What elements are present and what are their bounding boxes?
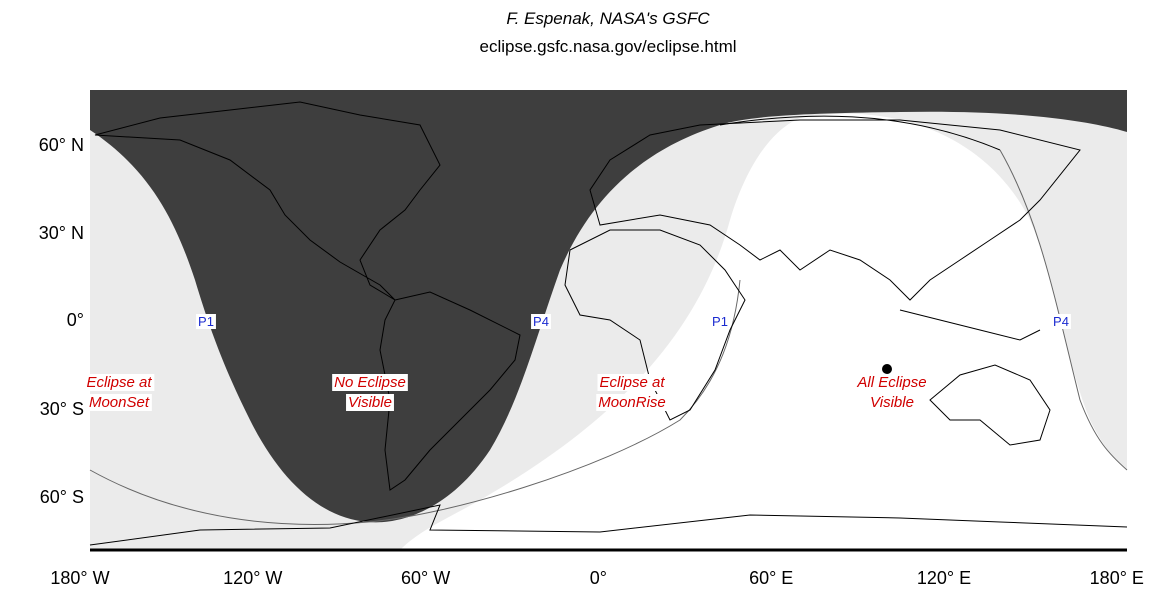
boundary-curve	[89, 279, 741, 525]
header-url: eclipse.gsfc.nasa.gov/eclipse.html	[479, 37, 736, 56]
latitude-label: 60° S	[40, 487, 84, 507]
longitude-label: 180° E	[1090, 568, 1144, 588]
latitude-label: 30° N	[39, 223, 84, 243]
label-background	[1051, 314, 1071, 329]
region-label: Eclipse at	[599, 374, 665, 391]
label-background	[531, 314, 551, 329]
label-background	[86, 394, 152, 411]
label-background	[597, 374, 668, 391]
longitude-labels: 180° W 120° W 60° W 0° 60° E 120° E 180° E	[50, 568, 1144, 588]
latitude-label: 0°	[67, 310, 84, 330]
contact-label: P1	[198, 314, 214, 329]
label-background	[868, 394, 916, 411]
region-label: MoonSet	[89, 394, 150, 411]
header-author: F. Espenak, NASA's GSFC	[506, 9, 710, 28]
contact-label: P4	[1053, 314, 1069, 329]
longitude-label: 60° E	[749, 568, 793, 588]
latitude-label: 30° S	[40, 399, 84, 419]
longitude-label: 180° W	[50, 568, 109, 588]
region-label: All Eclipse	[856, 374, 926, 391]
no-eclipse-area	[90, 90, 1127, 523]
label-background	[346, 394, 394, 411]
region-label: Visible	[348, 394, 392, 411]
region-labels: Eclipse at MoonSet No Eclipse Visible Eclips…	[84, 374, 929, 411]
label-background	[596, 394, 668, 411]
region-label: Visible	[870, 394, 914, 411]
coastlines	[89, 101, 1128, 546]
region-label: No Eclipse	[334, 374, 406, 391]
longitude-label: 120° W	[223, 568, 282, 588]
label-background	[332, 374, 408, 391]
greatest-eclipse-marker	[882, 364, 892, 374]
longitude-label: 120° E	[917, 568, 971, 588]
total-visibility-area	[400, 113, 1127, 550]
contact-labels: P1 P4 P1 P4	[196, 314, 1071, 329]
latitude-label: 60° N	[39, 135, 84, 155]
label-background	[196, 314, 216, 329]
contact-label: P1	[712, 314, 728, 329]
longitude-label: 60° W	[401, 568, 450, 588]
longitude-label: 0°	[590, 568, 607, 588]
map: P1 P4 P1 P4 Eclipse at MoonSet No Eclipse Visi…	[84, 90, 1128, 552]
boundary-curve	[999, 149, 1128, 471]
region-label: MoonRise	[598, 394, 666, 411]
label-background	[854, 374, 929, 391]
label-background	[84, 374, 155, 391]
contact-label: P4	[533, 314, 549, 329]
latitude-labels: 60° N 30° N 0° 30° S 60° S	[39, 135, 84, 507]
region-label: Eclipse at	[86, 374, 152, 391]
label-background	[710, 314, 730, 329]
boundary-curve	[719, 115, 1001, 151]
